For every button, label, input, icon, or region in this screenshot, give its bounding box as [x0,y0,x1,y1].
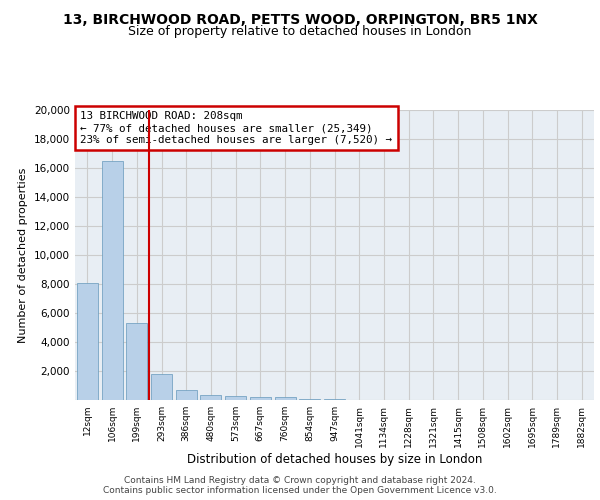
Bar [126,323,147,400]
Bar [151,374,172,400]
Bar [200,395,221,400]
Text: 13 BIRCHWOOD ROAD: 208sqm
← 77% of detached houses are smaller (25,349)
23% of s: 13 BIRCHWOOD ROAD: 208sqm ← 77% of detac… [80,112,392,144]
Bar [299,398,320,400]
X-axis label: Distribution of detached houses by size in London: Distribution of detached houses by size … [187,452,482,466]
Bar [225,396,246,400]
Text: 13, BIRCHWOOD ROAD, PETTS WOOD, ORPINGTON, BR5 1NX: 13, BIRCHWOOD ROAD, PETTS WOOD, ORPINGTO… [62,12,538,26]
Bar [250,397,271,400]
Bar [176,390,197,400]
Bar [275,397,296,400]
Text: Contains HM Land Registry data © Crown copyright and database right 2024.
Contai: Contains HM Land Registry data © Crown c… [103,476,497,495]
Bar [77,282,98,400]
Text: Size of property relative to detached houses in London: Size of property relative to detached ho… [128,25,472,38]
Bar [101,161,122,400]
Y-axis label: Number of detached properties: Number of detached properties [19,168,28,342]
